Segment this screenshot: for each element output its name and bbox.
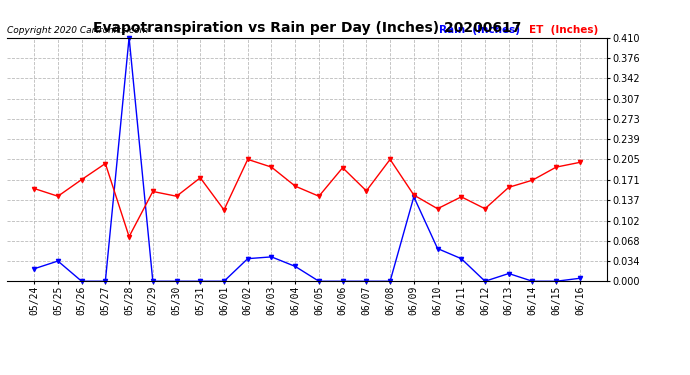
Rain  (Inches) — [220, 279, 228, 284]
Rain  (Inches) — [410, 195, 418, 199]
ET  (Inches) — [77, 177, 86, 182]
ET  (Inches) — [101, 161, 110, 166]
ET  (Inches) — [457, 195, 466, 199]
Rain  (Inches) — [125, 35, 133, 40]
ET  (Inches) — [575, 160, 584, 165]
Rain  (Inches) — [457, 256, 466, 261]
Line: ET  (Inches): ET (Inches) — [32, 157, 582, 239]
ET  (Inches) — [339, 165, 347, 170]
ET  (Inches) — [30, 186, 39, 191]
Rain  (Inches) — [339, 279, 347, 284]
Rain  (Inches) — [315, 279, 323, 284]
Rain  (Inches) — [433, 246, 442, 251]
Rain  (Inches) — [529, 279, 537, 284]
Rain  (Inches) — [504, 271, 513, 276]
Line: Rain  (Inches): Rain (Inches) — [32, 35, 582, 284]
Rain  (Inches) — [244, 256, 252, 261]
Rain  (Inches) — [30, 267, 39, 271]
Rain  (Inches) — [575, 276, 584, 280]
ET  (Inches) — [267, 165, 275, 170]
ET  (Inches) — [386, 157, 394, 162]
Rain  (Inches) — [77, 279, 86, 284]
Rain  (Inches) — [552, 279, 560, 284]
ET  (Inches) — [220, 208, 228, 212]
ET  (Inches) — [54, 194, 62, 198]
ET  (Inches) — [504, 185, 513, 190]
Text: Rain  (Inches): Rain (Inches) — [439, 25, 520, 35]
Rain  (Inches) — [267, 255, 275, 259]
Rain  (Inches) — [148, 279, 157, 284]
ET  (Inches) — [410, 193, 418, 197]
ET  (Inches) — [125, 234, 133, 239]
Rain  (Inches) — [172, 279, 181, 284]
Text: Copyright 2020 Cartronics.com: Copyright 2020 Cartronics.com — [7, 26, 148, 35]
ET  (Inches) — [148, 189, 157, 194]
Rain  (Inches) — [54, 259, 62, 263]
ET  (Inches) — [291, 184, 299, 188]
Rain  (Inches) — [481, 279, 489, 284]
Text: ET  (Inches): ET (Inches) — [529, 25, 598, 35]
ET  (Inches) — [552, 165, 560, 170]
ET  (Inches) — [481, 207, 489, 211]
ET  (Inches) — [433, 207, 442, 211]
ET  (Inches) — [172, 194, 181, 198]
Title: Evapotranspiration vs Rain per Day (Inches) 20200617: Evapotranspiration vs Rain per Day (Inch… — [93, 21, 521, 35]
ET  (Inches) — [315, 194, 323, 198]
Rain  (Inches) — [386, 279, 394, 284]
Rain  (Inches) — [196, 279, 204, 284]
ET  (Inches) — [362, 189, 371, 193]
Rain  (Inches) — [291, 264, 299, 268]
ET  (Inches) — [529, 178, 537, 182]
ET  (Inches) — [244, 157, 252, 162]
ET  (Inches) — [196, 176, 204, 180]
Rain  (Inches) — [362, 279, 371, 284]
Rain  (Inches) — [101, 279, 110, 284]
